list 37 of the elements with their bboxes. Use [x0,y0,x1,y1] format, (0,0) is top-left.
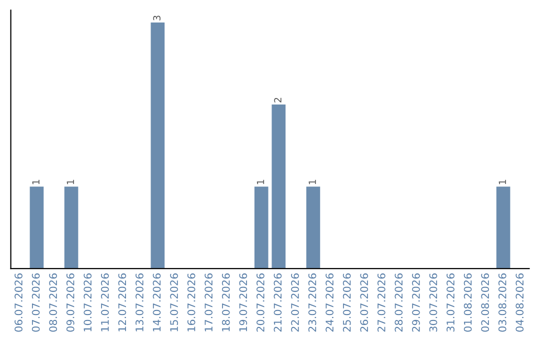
data-label: 1 [256,180,264,184]
x-tick-label: 21.07.2026 [274,273,282,332]
x-tick-label: 07.07.2026 [32,273,40,332]
x-tick-label: 20.07.2026 [256,273,264,332]
data-label: 1 [32,180,40,184]
x-tick-label: 14.07.2026 [152,273,161,332]
x-tick-label: 17.07.2026 [204,273,213,332]
x-tick-label: 24.07.2026 [326,273,334,332]
x-tick-label: 27.07.2026 [377,273,386,332]
data-label: 1 [66,180,74,184]
x-tick-label: 23.07.2026 [308,273,316,332]
x-tick-label: 09.07.2026 [66,273,74,332]
x-tick-label: 28.07.2026 [394,273,403,332]
data-label: 1 [308,180,316,184]
x-tick-label: 30.07.2026 [429,273,438,332]
x-tick-label: 16.07.2026 [187,273,196,332]
x-tick-label: 01.08.2026 [464,273,472,332]
x-tick-label: 19.07.2026 [239,273,248,332]
x-tick-label: 15.07.2026 [170,273,178,332]
x-tick-label: 08.07.2026 [49,273,58,332]
x-tick-label: 18.07.2026 [222,273,230,332]
x-tick-label: 03.08.2026 [498,273,506,332]
x-tick-label: 10.07.2026 [84,273,92,332]
x-tick-label: 12.07.2026 [118,273,126,332]
x-tick-label: 22.07.2026 [291,273,299,332]
x-tick-label: 29.07.2026 [412,273,420,332]
x-tick-label: 25.07.2026 [342,273,351,332]
x-tick-label: 02.08.2026 [481,273,490,332]
x-tick-label: 04.08.2026 [516,273,524,332]
data-label: 1 [498,180,506,184]
data-label: 2 [274,98,282,102]
x-tick-label: 31.07.2026 [446,273,454,332]
x-tick-label: 13.07.2026 [136,273,144,332]
x-tick-label: 06.07.2026 [14,273,22,332]
data-label: 3 [153,16,160,20]
x-tick-label: 26.07.2026 [360,273,368,332]
x-tick-label: 11.07.2026 [100,273,109,332]
